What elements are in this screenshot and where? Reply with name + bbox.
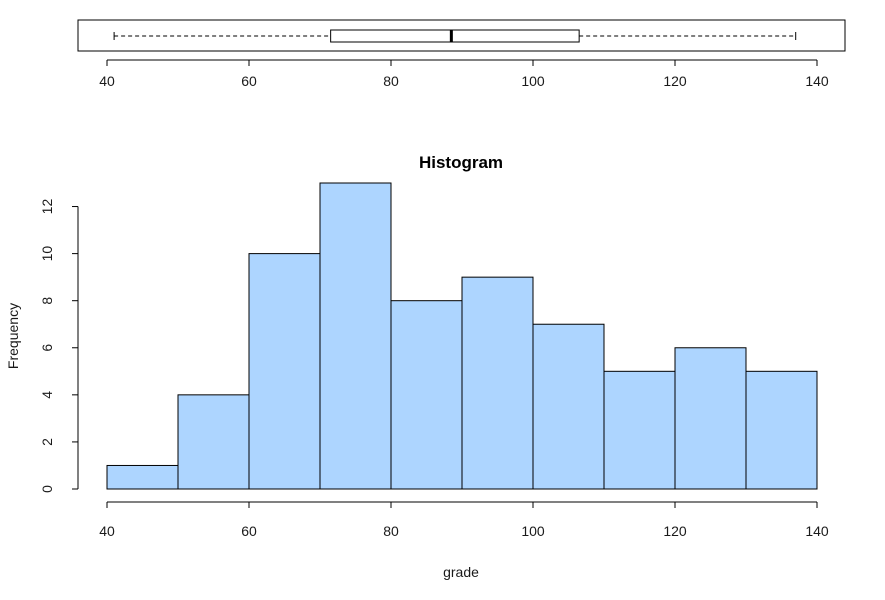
boxplot-frame bbox=[77, 19, 846, 52]
y-tick-label: 6 bbox=[39, 344, 55, 352]
chart-title: Histogram bbox=[419, 153, 503, 172]
histogram-bar bbox=[745, 370, 818, 490]
boxplot-x-tick-label: 140 bbox=[805, 73, 829, 89]
x-tick-label: 100 bbox=[521, 523, 545, 539]
y-tick-label: 0 bbox=[39, 485, 55, 493]
boxplot-x-tick-label: 40 bbox=[99, 73, 115, 89]
histogram-bar bbox=[461, 276, 534, 490]
histogram-bar bbox=[319, 182, 392, 490]
x-tick-label: 60 bbox=[241, 523, 257, 539]
histogram-bar bbox=[603, 370, 676, 490]
histogram-bar bbox=[106, 464, 179, 490]
histogram: Histogram grade Frequency 40 60 80 100 120 14… bbox=[5, 153, 829, 580]
boxplot-x-tick-label: 120 bbox=[663, 73, 687, 89]
y-tick-label: 4 bbox=[39, 391, 55, 399]
histogram-bar bbox=[674, 347, 747, 490]
x-axis-title: grade bbox=[443, 564, 479, 580]
iqr-box bbox=[330, 29, 580, 43]
x-tick-label: 40 bbox=[99, 523, 115, 539]
y-axis-title: Frequency bbox=[5, 303, 21, 369]
y-tick-label: 2 bbox=[39, 438, 55, 446]
y-tick-label: 10 bbox=[39, 246, 55, 262]
boxplot-x-tick-label: 60 bbox=[241, 73, 257, 89]
x-tick-label: 80 bbox=[383, 523, 399, 539]
x-tick-label: 120 bbox=[663, 523, 687, 539]
histogram-bar bbox=[177, 394, 250, 490]
boxplot-x-tick-label: 100 bbox=[521, 73, 545, 89]
histogram-bar bbox=[532, 323, 605, 490]
histogram-bar bbox=[390, 300, 463, 490]
boxplot-x-tick-label: 80 bbox=[383, 73, 399, 89]
x-tick-label: 140 bbox=[805, 523, 829, 539]
histogram-bar bbox=[248, 253, 321, 490]
y-tick-label: 12 bbox=[39, 199, 55, 215]
y-tick-label: 8 bbox=[39, 297, 55, 305]
boxplot: 40 60 80 100 120 140 bbox=[77, 19, 846, 89]
